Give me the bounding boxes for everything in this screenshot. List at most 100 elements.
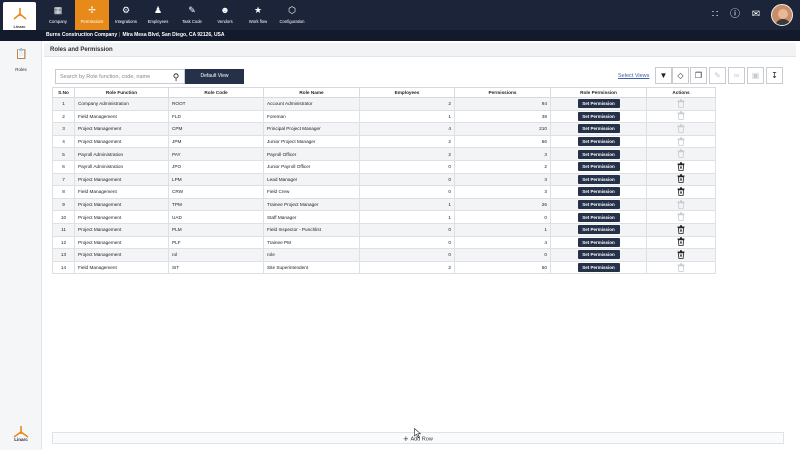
set-permission-button[interactable]: Set Permission xyxy=(577,200,620,210)
delete-icon[interactable] xyxy=(677,212,685,222)
cell-role-code: SIT xyxy=(168,260,264,275)
download-icon[interactable]: ↧ xyxy=(766,67,783,84)
delete-icon[interactable] xyxy=(677,262,685,272)
table-row[interactable]: 11 Project Management PLM Field Inspector -… xyxy=(52,222,716,237)
cell-employees: 2 xyxy=(359,134,455,149)
cell-role-function: Company Administration xyxy=(74,97,169,111)
select-views-link[interactable]: Select Views xyxy=(618,73,650,79)
nav-integrations[interactable]: ⚙ Integrations xyxy=(109,0,143,30)
set-permission-button[interactable]: Set Permission xyxy=(577,99,620,109)
apps-grid-icon[interactable]: ∷ xyxy=(711,9,719,20)
layers-icon[interactable]: ◇ xyxy=(672,67,689,84)
set-permission-button[interactable]: Set Permission xyxy=(577,225,620,235)
roles-nav-label[interactable]: Roles xyxy=(15,67,27,72)
cell-actions xyxy=(646,172,716,187)
delete-icon[interactable] xyxy=(677,136,685,146)
save-icon[interactable]: ▣ xyxy=(747,67,764,84)
column-header[interactable]: Role Function xyxy=(74,87,169,98)
chat-icon[interactable]: ✉ xyxy=(751,9,761,20)
table-row[interactable]: 2 Field Management FLD Foreman 1 38 Set Permis… xyxy=(52,109,716,124)
column-header[interactable]: Role Name xyxy=(263,87,360,98)
set-permission-button[interactable]: Set Permission xyxy=(577,111,620,121)
set-permission-button[interactable]: Set Permission xyxy=(577,149,620,159)
cell-actions xyxy=(646,97,716,111)
cell-role-code: LPM xyxy=(168,172,264,187)
column-header[interactable]: Permissions xyxy=(454,87,551,98)
table-row[interactable]: 10 Project Management UAD Staff Manager 1 0 Se… xyxy=(52,210,716,224)
column-header[interactable]: Actions xyxy=(646,87,716,98)
company-bar: Burns Construction Company | Mira Mesa Blv… xyxy=(0,30,800,41)
table-row[interactable]: 7 Project Management LPM Lead Manager 0 3 Set … xyxy=(52,172,716,187)
delete-icon[interactable] xyxy=(677,199,685,209)
share-icon[interactable]: ∞ xyxy=(728,67,745,84)
app-logo[interactable]: Linarc xyxy=(3,2,36,33)
search-input[interactable] xyxy=(60,72,166,82)
cell-role-name: Field Crew xyxy=(263,185,360,199)
cell-actions xyxy=(646,109,716,124)
delete-icon[interactable] xyxy=(677,174,685,184)
delete-icon[interactable] xyxy=(677,225,685,234)
cell-role-code: ROOT xyxy=(168,97,264,111)
table-row[interactable]: 5 Payroll Administration PAY Payroll Office… xyxy=(52,147,716,161)
copy-icon[interactable]: ❐ xyxy=(690,67,707,84)
table-row[interactable]: 9 Project Management TPM Trainee Project Ma… xyxy=(52,197,716,212)
cell-role-code: FLD xyxy=(168,109,264,124)
table-row[interactable]: 12 Project Management PLF Trainee PM 0 4 Set P… xyxy=(52,235,716,250)
delete-icon[interactable] xyxy=(677,124,685,133)
set-permission-button[interactable]: Set Permission xyxy=(577,237,620,247)
nav-configuration[interactable]: ⬡ Configuration xyxy=(275,0,309,30)
set-permission-button[interactable]: Set Permission xyxy=(577,124,620,134)
set-permission-button[interactable]: Set Permission xyxy=(577,187,620,197)
column-header[interactable]: Role Code xyxy=(168,87,264,98)
delete-icon[interactable] xyxy=(677,237,685,247)
cell-sno: 10 xyxy=(52,210,75,224)
search-icon[interactable]: ⚲ xyxy=(172,72,180,82)
delete-icon[interactable] xyxy=(677,99,685,108)
cell-employees: 2 xyxy=(359,147,455,161)
nav-permissions[interactable]: ✢ Permissions xyxy=(75,0,109,30)
column-header[interactable]: Role Permission xyxy=(550,87,647,98)
nav-company[interactable]: ▦ Company xyxy=(41,0,75,30)
table-row[interactable]: 4 Project Management JPM Junior Project Man… xyxy=(52,134,716,149)
delete-icon[interactable] xyxy=(677,187,685,196)
cell-role-function: Project Management xyxy=(74,197,169,212)
cell-employees: 4 xyxy=(359,122,455,136)
delete-icon[interactable] xyxy=(677,162,685,171)
search-box: ⚲ xyxy=(55,69,185,84)
delete-icon[interactable] xyxy=(677,111,685,121)
table-row[interactable]: 8 Field Management CRW Field Crew 0 3 Set Perm… xyxy=(52,185,716,199)
left-rail: 📋 Roles Linarc xyxy=(0,41,42,450)
integrations-icon: ⚙ xyxy=(121,5,131,15)
set-permission-button[interactable]: Set Permission xyxy=(577,137,620,147)
table-row[interactable]: 1 Company Administration ROOT Account Admin… xyxy=(52,97,716,111)
nav-label: Integrations xyxy=(115,19,137,24)
column-header[interactable]: Employees xyxy=(359,87,455,98)
nav-employees[interactable]: ♟ Employees xyxy=(141,0,175,30)
configuration-icon: ⬡ xyxy=(288,5,296,15)
cell-role-name: Field Inspector - Punchlist xyxy=(263,222,360,237)
clipboard-icon[interactable]: 📋 xyxy=(15,49,28,60)
user-avatar[interactable] xyxy=(771,4,793,26)
table-row[interactable]: 6 Payroll Administration JPO Junior Payroll… xyxy=(52,159,716,174)
table-row[interactable]: 14 Field Management SIT Site Superintendent… xyxy=(52,260,716,275)
filter-icon[interactable]: ▼ xyxy=(655,67,672,84)
set-permission-button[interactable]: Set Permission xyxy=(577,162,620,172)
nav-task-code[interactable]: ✎ Task Code xyxy=(175,0,209,30)
help-icon[interactable]: ⓘ xyxy=(730,9,740,20)
set-permission-button[interactable]: Set Permission xyxy=(577,263,620,273)
table-row[interactable]: 13 Project Management rol role 0 0 Set Permiss… xyxy=(52,248,716,262)
column-header[interactable]: S.No xyxy=(52,87,75,98)
default-view-button[interactable]: Default View xyxy=(185,69,244,84)
cell-employees: 0 xyxy=(359,235,455,250)
mouse-cursor-icon xyxy=(414,428,422,438)
delete-icon[interactable] xyxy=(677,149,685,159)
nav-workflow[interactable]: ★ Work flow xyxy=(241,0,275,30)
edit-icon[interactable]: ✎ xyxy=(709,67,726,84)
set-permission-button[interactable]: Set Permission xyxy=(577,174,620,184)
set-permission-button[interactable]: Set Permission xyxy=(577,250,620,260)
set-permission-button[interactable]: Set Permission xyxy=(577,212,620,222)
nav-vendors[interactable]: ☻ Vendors xyxy=(208,0,242,30)
table-row[interactable]: 3 Project Management CPM Principal Project … xyxy=(52,122,716,136)
roles-table: S.No Role Function Role Code Role Name E… xyxy=(52,87,716,275)
delete-icon[interactable] xyxy=(677,250,685,259)
